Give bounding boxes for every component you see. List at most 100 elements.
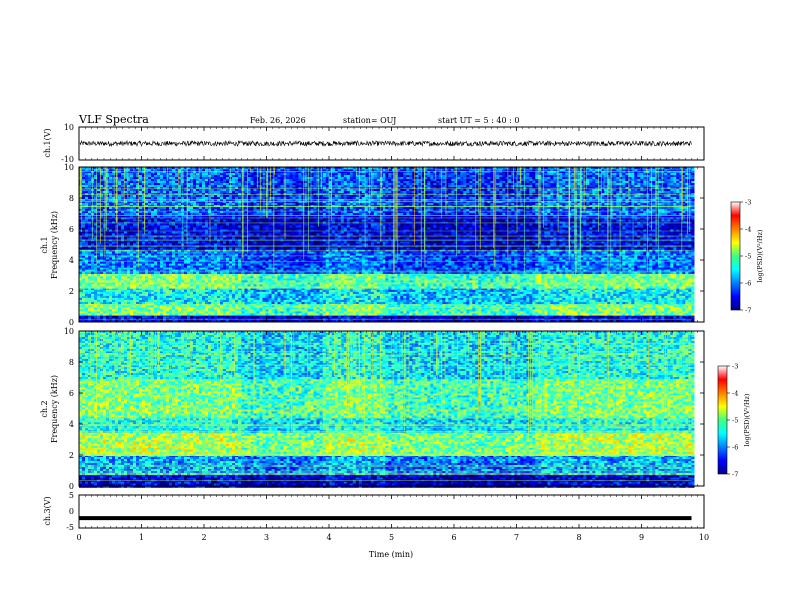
spectrogram-cell xyxy=(178,313,181,315)
header-date: Feb. 26, 2026 xyxy=(250,116,306,125)
spectrogram-cell xyxy=(226,302,229,304)
spectrogram-cell xyxy=(109,309,112,311)
spectrogram-cell xyxy=(220,294,223,296)
spectrogram-cell xyxy=(160,274,163,276)
spectrogram-cell xyxy=(91,311,94,313)
spectrogram-cell xyxy=(193,292,196,294)
spectrogram-cell xyxy=(211,316,214,318)
spectrogram-cell xyxy=(121,313,124,315)
spectrogram-cell xyxy=(118,296,121,298)
spectrogram-cell xyxy=(88,313,91,315)
spectrogram-cell xyxy=(109,307,112,309)
spectrogram-cell xyxy=(124,274,127,276)
spectrogram-cell xyxy=(190,302,193,304)
spectrogram-cell xyxy=(196,298,199,300)
spectrogram-cell xyxy=(208,307,211,309)
spectrogram-cell xyxy=(199,274,202,276)
spectrogram-cell xyxy=(184,313,187,315)
spectrogram-cell xyxy=(184,298,187,300)
spectrogram-cell xyxy=(169,311,172,313)
spectrogram-cell xyxy=(232,309,235,311)
spectrogram-cell xyxy=(100,294,103,296)
spectrogram-cell xyxy=(172,309,175,311)
spectrogram-cell xyxy=(190,294,193,296)
spectrogram-cell xyxy=(139,292,142,294)
spectrogram-cell xyxy=(175,311,178,313)
spectrogram-cell xyxy=(163,296,166,298)
spectrogram-cell xyxy=(214,302,217,304)
spectrogram-cell xyxy=(226,300,229,302)
spectrogram-cell xyxy=(85,300,88,302)
spectrogram-cell xyxy=(190,313,193,315)
spectrogram-cell xyxy=(115,309,118,311)
spectrogram-cell xyxy=(151,316,154,318)
spectrogram-cell xyxy=(121,302,124,304)
spectrogram-cell xyxy=(133,300,136,302)
spectrogram-cell xyxy=(175,309,178,311)
spectrogram-cell xyxy=(172,292,175,294)
spectrogram-cell xyxy=(100,296,103,298)
spectrogram-cell xyxy=(142,309,145,311)
spectrogram-cell xyxy=(112,296,115,298)
spectrogram-cell xyxy=(106,316,109,318)
spectrogram-cell xyxy=(91,307,94,309)
spectrogram-cell xyxy=(121,274,124,276)
spectrogram-cell xyxy=(118,309,121,311)
spectrogram-cell xyxy=(235,294,238,296)
spectrogram-cell xyxy=(139,300,142,302)
spectrogram-cell xyxy=(214,313,217,315)
spectrogram-cell xyxy=(88,290,91,292)
spectrogram-cell xyxy=(235,316,238,318)
spectrogram-cell xyxy=(100,307,103,309)
spectrogram-cell xyxy=(97,309,100,311)
spectrogram-cell xyxy=(121,296,124,298)
spectrogram-cell xyxy=(208,313,211,315)
spectrogram-cell xyxy=(205,311,208,313)
spectrogram-cell xyxy=(229,311,232,313)
spectrogram-cell xyxy=(208,296,211,298)
spectrogram-cell xyxy=(220,296,223,298)
spectrogram-cell xyxy=(217,298,220,300)
spectrogram-cell xyxy=(157,296,160,298)
spectrogram-cell xyxy=(157,300,160,302)
spectrogram-cell xyxy=(157,307,160,309)
spectrogram-cell xyxy=(235,309,238,311)
spectrogram-cell xyxy=(217,290,220,292)
spectrogram-cell xyxy=(193,298,196,300)
spectrogram-cell xyxy=(139,294,142,296)
spectrogram-cell xyxy=(238,300,241,302)
spectrogram-cell xyxy=(100,316,103,318)
spectrogram-cell xyxy=(88,307,91,309)
spectrogram-cell xyxy=(190,274,193,276)
spectrogram-cell xyxy=(127,302,130,304)
spectrogram-cell xyxy=(118,311,121,313)
spectrogram-cell xyxy=(217,302,220,304)
spectrogram-cell xyxy=(145,309,148,311)
spectrogram-cell xyxy=(193,300,196,302)
spectrogram-cell xyxy=(154,296,157,298)
spectrogram-cell xyxy=(187,309,190,311)
spectrogram-cell xyxy=(91,302,94,304)
spectrogram-cell xyxy=(94,307,97,309)
spectrogram-cell xyxy=(166,290,169,292)
spectrogram-cell xyxy=(172,311,175,313)
spectrogram-cell xyxy=(190,309,193,311)
spectrogram-cell xyxy=(199,298,202,300)
spectrogram-cell xyxy=(145,302,148,304)
spectrogram-cell xyxy=(82,316,85,318)
spectrogram-cell xyxy=(91,298,94,300)
spectrogram-cell xyxy=(148,307,151,309)
spectrogram-cell xyxy=(100,309,103,311)
spectrogram-cell xyxy=(181,307,184,309)
spectrogram-cell xyxy=(124,292,127,294)
spectrogram-cell xyxy=(202,296,205,298)
spectrogram-cell xyxy=(118,307,121,309)
spectrogram-cell xyxy=(109,294,112,296)
spectrogram-cell xyxy=(154,290,157,292)
spectrogram-cell xyxy=(187,307,190,309)
spectrogram-cell xyxy=(130,313,133,315)
spectrogram-cell xyxy=(118,316,121,318)
spectrogram-cell xyxy=(217,296,220,298)
spectrogram-cell xyxy=(94,298,97,300)
spectrogram-cell xyxy=(103,307,106,309)
